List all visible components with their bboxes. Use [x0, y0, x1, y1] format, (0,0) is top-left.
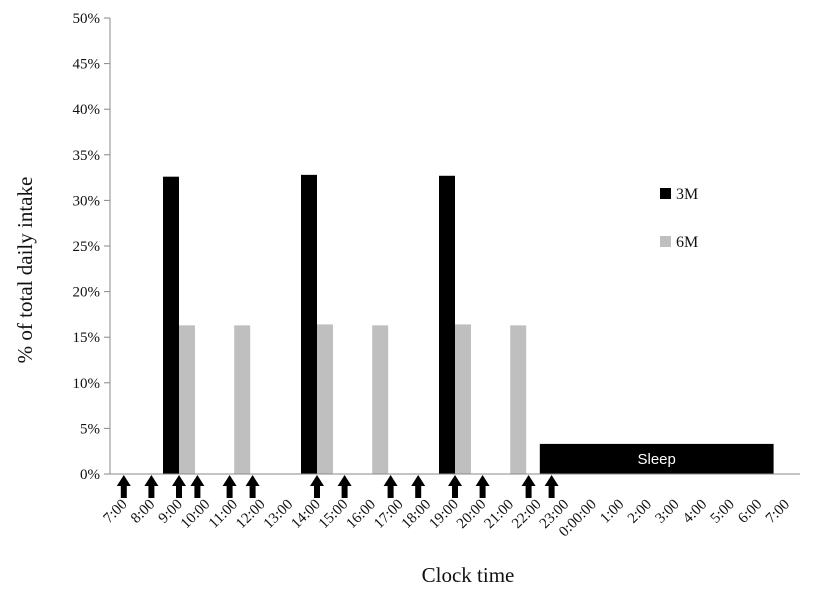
y-tick-label: 15% [73, 330, 101, 346]
x-tick-label: 4:00 [680, 497, 710, 527]
meal-arrow [411, 475, 426, 498]
meal-arrow [144, 475, 159, 498]
arrow-up-icon [116, 475, 131, 498]
bar-6M-14:00 [317, 324, 333, 474]
legend-label-6M: 6M [676, 234, 698, 251]
x-tick-label: 19:00 [426, 497, 461, 532]
y-tick-label: 40% [73, 102, 101, 118]
x-tick-label: 2:00 [625, 497, 655, 527]
x-tick-label: 16:00 [344, 497, 379, 532]
y-tick-label: 10% [73, 376, 101, 392]
meal-arrow [448, 475, 462, 498]
meal-arrow [222, 475, 237, 498]
meal-arrow [245, 475, 260, 498]
arrow-up-icon [521, 475, 536, 498]
bar-3M-9:00 [163, 176, 179, 475]
arrow-up-icon [310, 475, 324, 498]
y-tick-label: 25% [73, 239, 101, 255]
legend-label-3M: 3M [676, 186, 698, 203]
arrow-up-icon [222, 475, 237, 498]
x-tick-label: 13:00 [261, 497, 296, 532]
y-tick-label: 20% [73, 285, 101, 301]
legend: 3M 6M [660, 186, 698, 251]
y-axis-title: % of total daily intake [13, 177, 37, 364]
x-tick-label: 5:00 [708, 497, 738, 527]
meal-arrows [116, 475, 559, 498]
x-tick-label: 10:00 [178, 497, 213, 532]
arrow-up-icon [544, 475, 559, 498]
arrow-up-icon [245, 475, 260, 498]
x-axis-title: Clock time [422, 563, 515, 587]
y-tick-label: 5% [80, 421, 100, 437]
meal-arrow [310, 475, 324, 498]
x-tick-label: 21:00 [482, 497, 517, 532]
arrow-up-icon [448, 475, 462, 498]
arrow-up-icon [172, 475, 186, 498]
arrow-up-icon [190, 475, 205, 498]
y-tick-label: 35% [73, 148, 101, 164]
x-tick-label: 20:00 [454, 497, 489, 532]
y-tick-label: 45% [73, 57, 101, 73]
x-tick-label: 22:00 [509, 497, 544, 532]
bar-6M-19:00 [455, 324, 471, 474]
x-tick-label: 1:00 [597, 497, 627, 527]
x-tick-label: 15:00 [316, 497, 351, 532]
meal-arrow [521, 475, 536, 498]
meal-arrow [190, 475, 205, 498]
x-tick-label: 12:00 [233, 497, 268, 532]
meal-arrow [383, 475, 398, 498]
x-tick-label: 3:00 [652, 497, 682, 527]
meal-arrow [116, 475, 131, 498]
x-tick-label: 6:00 [735, 497, 765, 527]
sleep-band: Sleep [539, 443, 774, 474]
sleep-bar [539, 443, 774, 474]
meal-arrow [544, 475, 559, 498]
bar-6M-16:00 [372, 325, 389, 474]
arrow-up-icon [475, 475, 490, 498]
y-tick-label: 0% [80, 467, 100, 483]
y-axis-ticks: 0% 5% 10% 15% 20% 25% 30% 35% 40% 45% 50% [73, 11, 111, 483]
x-tick-label: 8:00 [128, 497, 158, 527]
meal-arrow [172, 475, 186, 498]
bar-6M-9:00 [179, 325, 195, 474]
x-axis-ticks: 7:008:009:0010:0011:0012:0013:0014:0015:… [100, 497, 793, 541]
bar-6M-11:00 [234, 325, 251, 474]
bar-3M-14:00 [301, 174, 317, 474]
legend-swatch-6M [660, 236, 671, 247]
x-tick-label: 7:00 [100, 497, 130, 527]
y-tick-label: 50% [73, 11, 101, 27]
bar-3M-19:00 [439, 175, 455, 474]
x-tick-label: 11:00 [206, 497, 241, 532]
arrow-up-icon [383, 475, 398, 498]
legend-swatch-3M [660, 188, 671, 199]
bars [163, 174, 527, 475]
x-tick-label: 17:00 [371, 497, 406, 532]
y-tick-label: 30% [73, 193, 101, 209]
x-tick-label: 18:00 [399, 497, 434, 532]
arrow-up-icon [144, 475, 159, 498]
arrow-up-icon [337, 475, 352, 498]
arrow-up-icon [411, 475, 426, 498]
sleep-label: Sleep [638, 451, 676, 468]
x-tick-label: 14:00 [288, 497, 323, 532]
meal-arrow [337, 475, 352, 498]
bar-6M-21:00 [510, 325, 527, 474]
meal-arrow [475, 475, 490, 498]
x-tick-label: 7:00 [763, 497, 793, 527]
